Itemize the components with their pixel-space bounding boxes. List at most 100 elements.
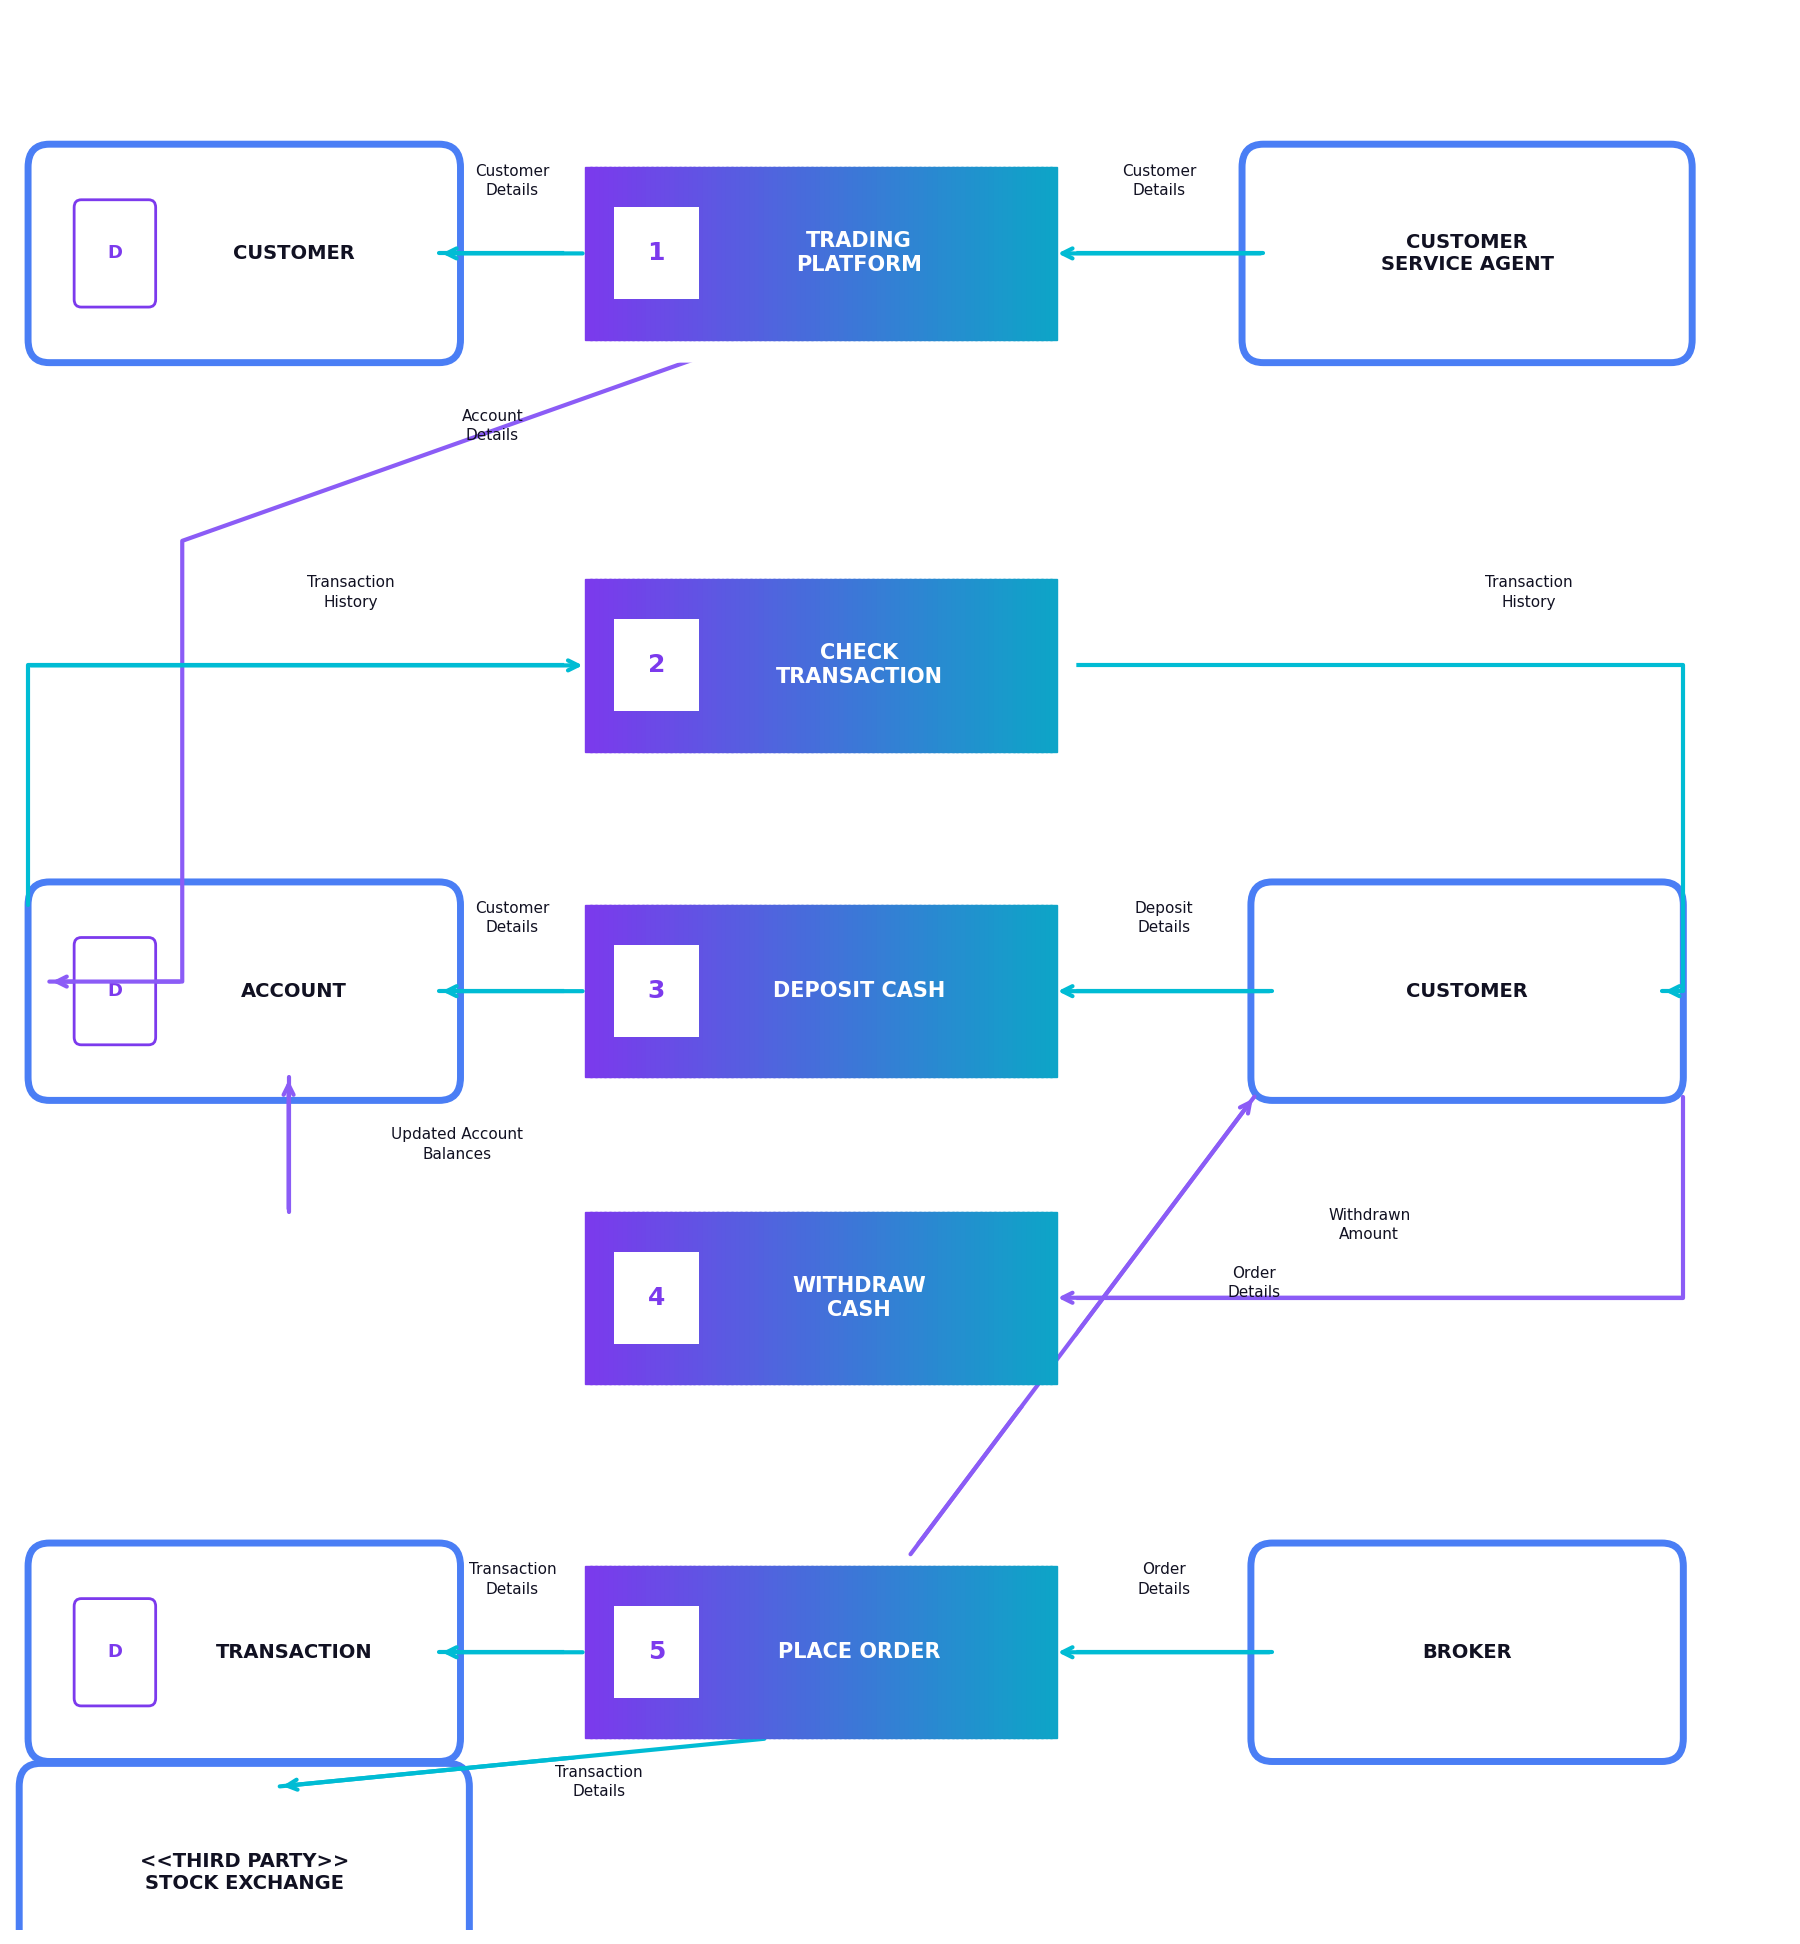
Bar xyxy=(961,1211,968,1384)
Bar xyxy=(608,579,616,752)
Bar xyxy=(859,579,864,752)
Bar xyxy=(736,167,742,340)
Bar xyxy=(905,579,911,752)
Bar xyxy=(684,906,691,1077)
Bar xyxy=(679,579,686,752)
Bar xyxy=(740,579,747,752)
Bar xyxy=(702,1567,709,1738)
Bar xyxy=(918,1211,925,1384)
Bar xyxy=(594,1567,601,1738)
Bar xyxy=(868,167,873,340)
Bar xyxy=(643,906,648,1077)
Bar xyxy=(769,1211,776,1384)
Bar xyxy=(727,579,733,752)
FancyBboxPatch shape xyxy=(1242,144,1692,364)
Bar xyxy=(760,906,765,1077)
Bar xyxy=(628,579,634,752)
Bar xyxy=(689,579,695,752)
Bar xyxy=(932,1211,940,1384)
Bar xyxy=(605,167,610,340)
Bar xyxy=(909,1211,916,1384)
Bar xyxy=(628,1211,634,1384)
Bar xyxy=(976,1211,981,1384)
Bar xyxy=(623,1567,630,1738)
Bar xyxy=(684,1567,691,1738)
Bar xyxy=(1003,1211,1010,1384)
Bar xyxy=(797,906,803,1077)
Bar xyxy=(689,906,695,1077)
Bar xyxy=(824,579,832,752)
Bar xyxy=(679,1211,686,1384)
Bar xyxy=(1022,1567,1028,1738)
Bar xyxy=(655,1567,662,1738)
Bar xyxy=(815,1211,823,1384)
FancyBboxPatch shape xyxy=(563,144,1076,364)
Bar xyxy=(652,579,657,752)
Bar xyxy=(979,1567,986,1738)
Bar xyxy=(868,1567,873,1738)
Bar xyxy=(859,1211,864,1384)
Bar xyxy=(745,906,752,1077)
Bar xyxy=(769,167,776,340)
Bar xyxy=(970,579,977,752)
Bar xyxy=(862,906,869,1077)
Bar xyxy=(716,579,724,752)
Bar xyxy=(844,579,850,752)
Bar xyxy=(956,579,963,752)
Bar xyxy=(707,167,715,340)
Bar xyxy=(722,1567,727,1738)
Bar xyxy=(891,1567,896,1738)
Bar xyxy=(976,167,981,340)
Bar xyxy=(947,906,954,1077)
Bar xyxy=(862,1567,869,1738)
Bar xyxy=(666,579,671,752)
Bar xyxy=(716,1211,724,1384)
Bar xyxy=(778,1567,785,1738)
Bar xyxy=(806,167,812,340)
Bar xyxy=(859,1211,864,1384)
Text: Deposit
Details: Deposit Details xyxy=(1134,902,1193,935)
Bar xyxy=(670,579,677,752)
Bar xyxy=(1046,579,1053,752)
Bar xyxy=(643,579,648,752)
Bar xyxy=(952,579,958,752)
Bar xyxy=(736,906,742,1077)
Bar xyxy=(891,167,896,340)
Bar xyxy=(862,1211,869,1384)
Bar xyxy=(670,1211,677,1384)
Bar xyxy=(787,579,794,752)
Bar xyxy=(652,906,657,1077)
Bar xyxy=(990,1211,995,1384)
Bar xyxy=(666,1567,671,1738)
Bar xyxy=(909,1567,916,1738)
Bar xyxy=(835,1567,841,1738)
Bar xyxy=(797,906,803,1077)
Bar xyxy=(736,1567,742,1738)
Bar xyxy=(839,1567,846,1738)
Bar xyxy=(585,167,592,340)
Text: Customer
Details: Customer Details xyxy=(1121,163,1197,198)
Bar xyxy=(797,579,803,752)
Bar xyxy=(976,906,981,1077)
Bar xyxy=(923,167,931,340)
Bar xyxy=(731,1567,738,1738)
Bar xyxy=(882,1567,887,1738)
Bar xyxy=(970,579,977,752)
Bar xyxy=(961,579,968,752)
Bar xyxy=(900,906,907,1077)
Bar xyxy=(905,579,911,752)
Bar xyxy=(806,579,812,752)
Bar xyxy=(1051,1567,1057,1738)
Bar xyxy=(810,1211,817,1384)
Bar xyxy=(605,906,610,1077)
Bar xyxy=(1013,167,1019,340)
Bar xyxy=(1022,1211,1028,1384)
FancyBboxPatch shape xyxy=(29,144,461,364)
Bar xyxy=(722,906,727,1077)
Bar xyxy=(801,906,808,1077)
Bar xyxy=(590,1567,596,1738)
Bar xyxy=(956,906,963,1077)
Bar xyxy=(1051,1567,1057,1738)
Bar xyxy=(760,579,765,752)
Bar xyxy=(871,579,878,752)
